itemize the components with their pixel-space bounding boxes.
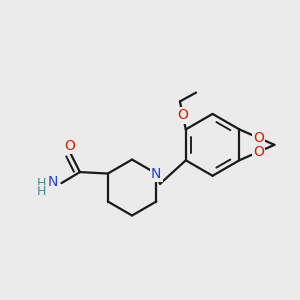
Text: O: O <box>177 108 188 122</box>
Text: N: N <box>47 175 58 189</box>
Text: methoxy: methoxy <box>197 87 203 88</box>
Text: O: O <box>253 145 264 159</box>
Text: H: H <box>37 185 46 199</box>
Text: O: O <box>253 131 264 145</box>
Text: O: O <box>64 139 75 153</box>
Text: N: N <box>151 167 161 181</box>
Text: H: H <box>37 177 46 190</box>
